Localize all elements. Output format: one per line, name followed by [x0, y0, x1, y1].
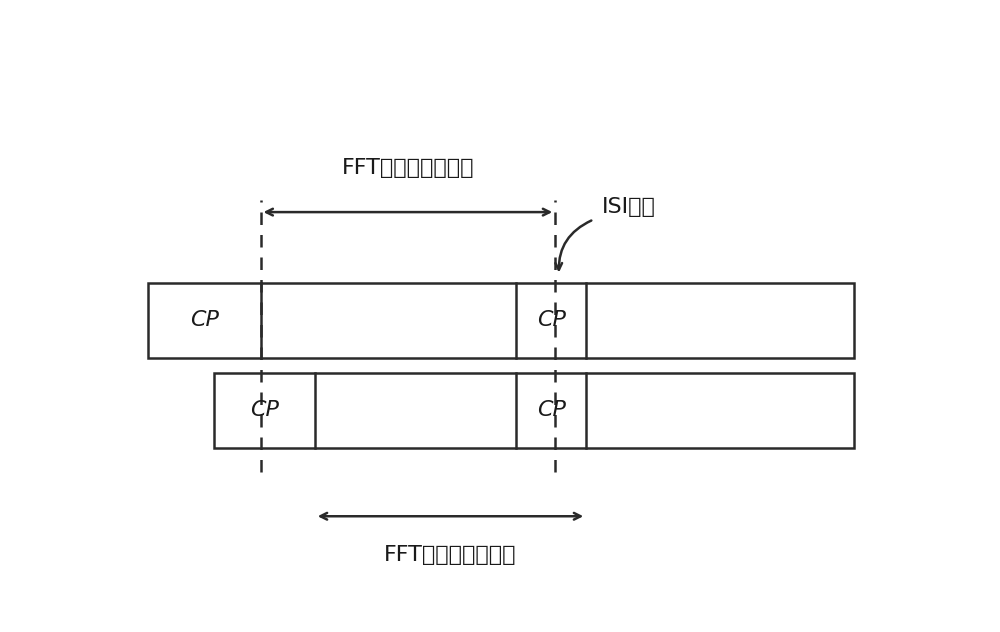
Text: FFT窗定在第一径上: FFT窗定在第一径上 [342, 158, 474, 178]
Bar [214, 373, 854, 448]
Bar [148, 283, 854, 358]
Text: FFT窗定在最强径上: FFT窗定在最强径上 [384, 545, 517, 566]
Text: CP: CP [537, 310, 566, 331]
Text: CP: CP [250, 401, 279, 420]
Text: CP: CP [190, 310, 219, 331]
Text: CP: CP [537, 401, 566, 420]
Text: ISI干扰: ISI干扰 [602, 197, 656, 217]
